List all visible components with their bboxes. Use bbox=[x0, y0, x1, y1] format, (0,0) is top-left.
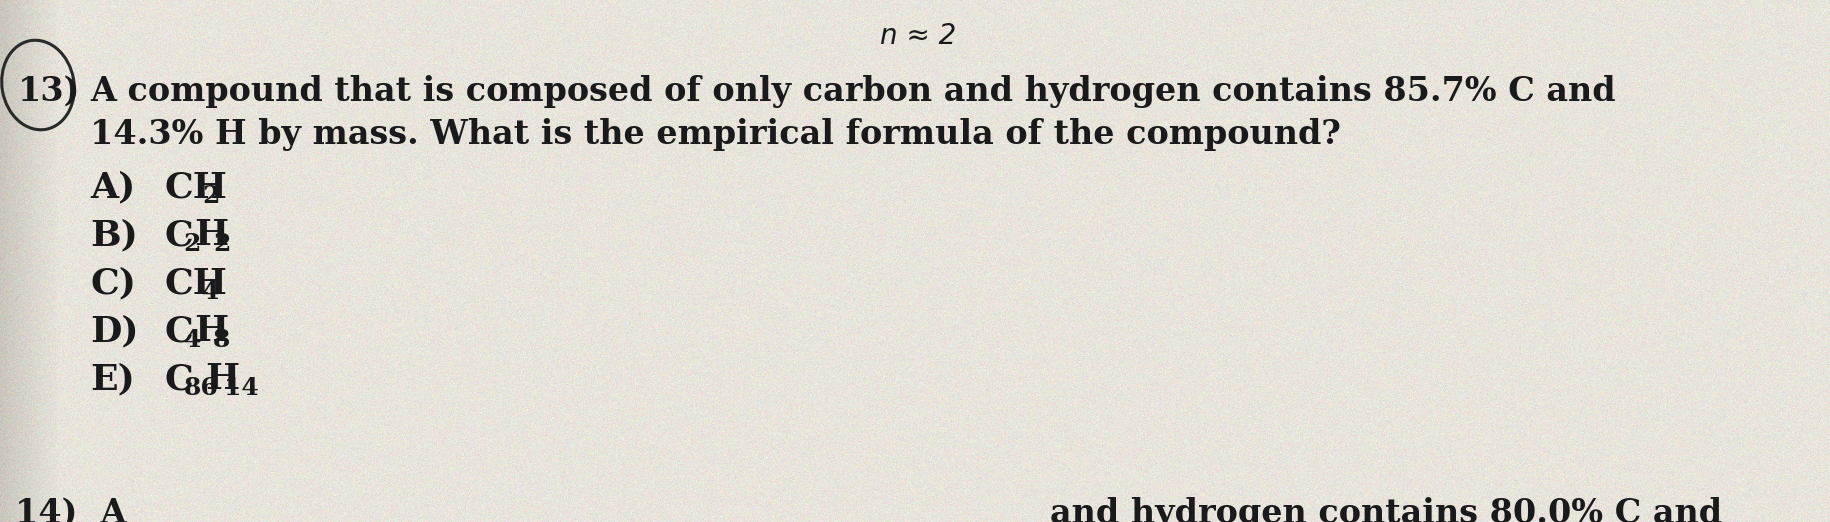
Text: 13): 13) bbox=[18, 75, 81, 108]
Text: 8: 8 bbox=[214, 328, 231, 352]
Text: 14: 14 bbox=[223, 376, 258, 400]
Text: 4: 4 bbox=[203, 280, 220, 304]
Text: H: H bbox=[205, 362, 240, 396]
Text: n ≈ 2: n ≈ 2 bbox=[880, 22, 957, 50]
Text: 2: 2 bbox=[183, 232, 201, 256]
Text: CH: CH bbox=[165, 266, 229, 300]
Text: 2: 2 bbox=[214, 232, 231, 256]
Text: A): A) bbox=[90, 170, 135, 204]
Text: and hydrogen contains 80.0% C and: and hydrogen contains 80.0% C and bbox=[1050, 497, 1722, 522]
Text: 2: 2 bbox=[203, 184, 220, 208]
Text: CH: CH bbox=[165, 170, 229, 204]
Text: C): C) bbox=[90, 266, 135, 300]
Text: 14)  A: 14) A bbox=[15, 497, 126, 522]
Text: D): D) bbox=[90, 314, 139, 348]
Text: C: C bbox=[165, 218, 194, 252]
Text: 4: 4 bbox=[183, 328, 201, 352]
Text: E): E) bbox=[90, 362, 135, 396]
Text: 14.3% H by mass. What is the empirical formula of the compound?: 14.3% H by mass. What is the empirical f… bbox=[90, 118, 1341, 151]
Text: C: C bbox=[165, 362, 194, 396]
Text: B): B) bbox=[90, 218, 137, 252]
Text: 86: 86 bbox=[183, 376, 218, 400]
Text: H: H bbox=[194, 314, 229, 348]
Text: A compound that is composed of only carbon and hydrogen contains 85.7% C and: A compound that is composed of only carb… bbox=[90, 75, 1616, 108]
Text: C: C bbox=[165, 314, 194, 348]
Text: H: H bbox=[194, 218, 229, 252]
